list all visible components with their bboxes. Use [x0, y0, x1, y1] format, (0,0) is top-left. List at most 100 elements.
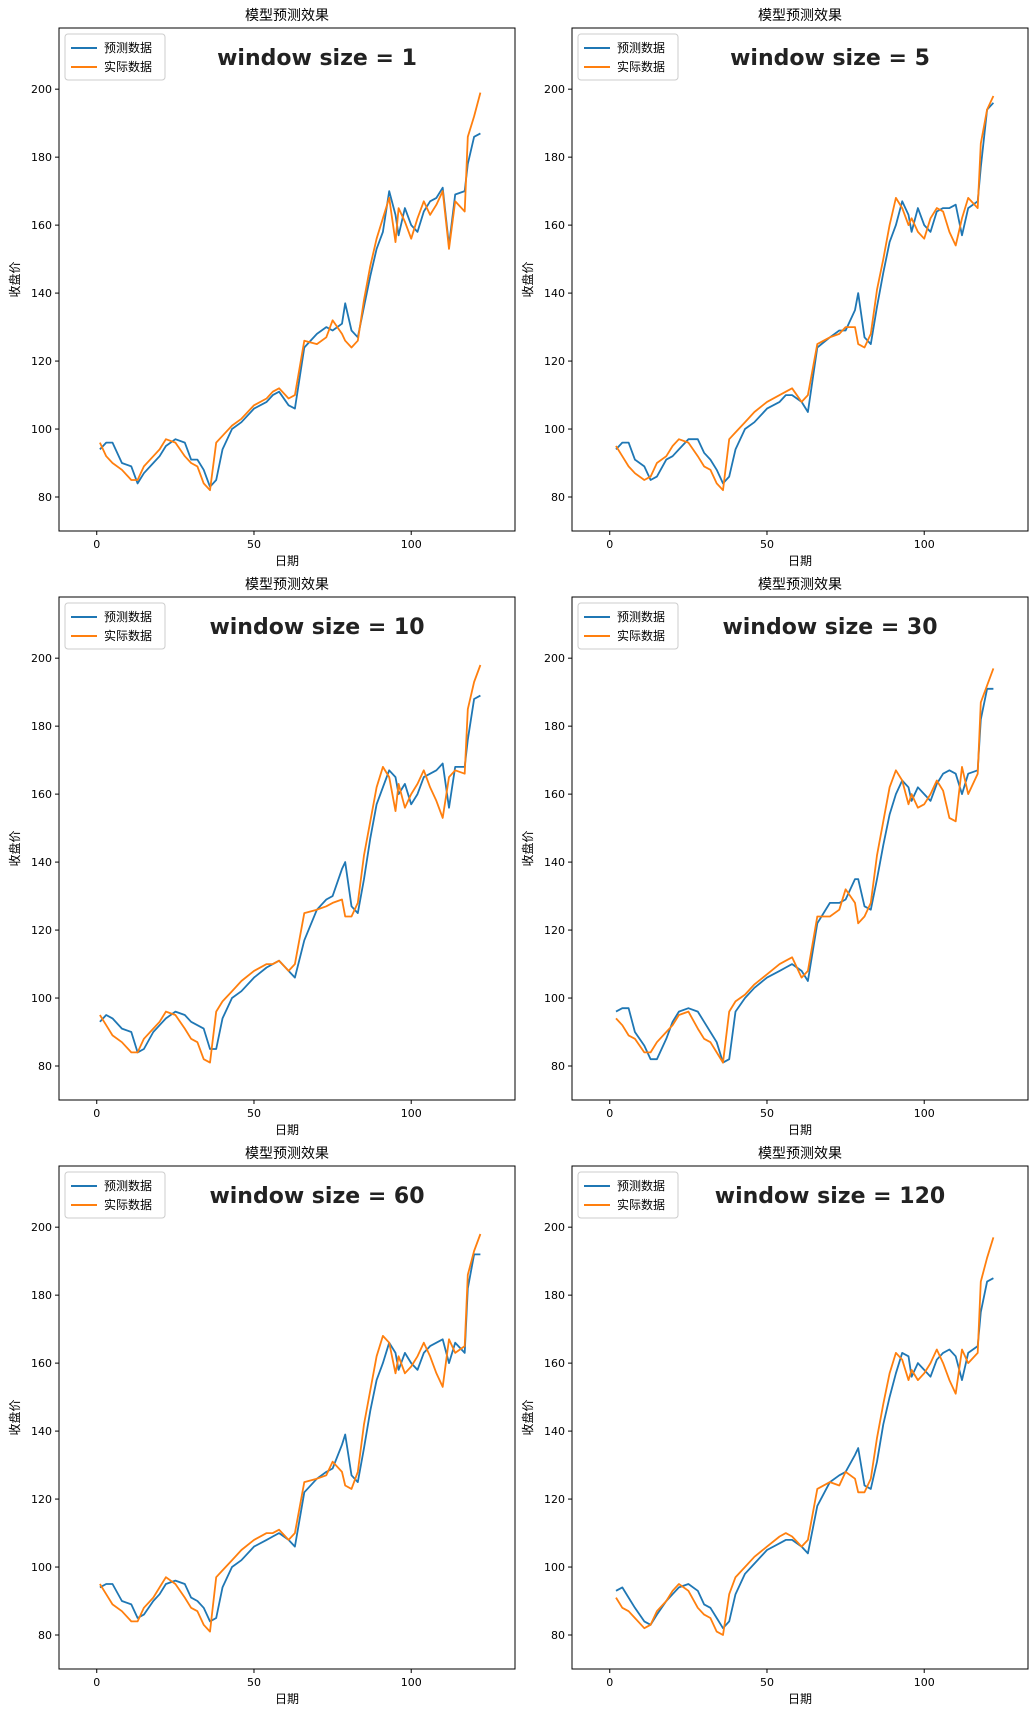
- x-tick-label: 0: [93, 538, 100, 551]
- y-axis-label: 收盘价: [520, 261, 535, 297]
- axes-frame: [58, 596, 516, 1101]
- series-line-predicted: [615, 687, 994, 1064]
- series-line-actual: [99, 1233, 482, 1633]
- y-tick-label: 100: [31, 1561, 52, 1574]
- y-tick-label: 140: [544, 856, 565, 869]
- y-tick-label: 160: [31, 1357, 52, 1370]
- y-tick-label: 120: [544, 355, 565, 368]
- series-line-predicted: [615, 102, 995, 485]
- y-tick-label: 140: [31, 287, 52, 300]
- legend-label: 预测数据: [104, 609, 152, 624]
- series-line-actual: [615, 668, 995, 1064]
- y-tick-label: 80: [38, 1060, 52, 1073]
- y-tick-label: 180: [31, 720, 52, 733]
- x-tick-label: 50: [247, 538, 261, 551]
- window-size-annotation: window size = 1: [217, 46, 417, 71]
- y-tick-label: 180: [544, 720, 565, 733]
- y-tick-label: 160: [31, 219, 52, 232]
- y-tick-label: 140: [544, 1425, 565, 1438]
- x-axis-label: 日期: [275, 554, 299, 568]
- legend-box: [64, 33, 166, 81]
- x-tick-label: 100: [914, 1107, 935, 1120]
- chart-panel-6: 模型预测效果 0 50 100 80 100 120 140 160 180 200 日期 收盘价 预测数…: [520, 1146, 1029, 1706]
- chart-panel-5: 模型预测效果 0 50 100 80 100 120 140 160 180 200 日期 收盘价 预测数…: [7, 1146, 516, 1706]
- axes-frame: [571, 27, 1029, 532]
- x-tick-label: 100: [401, 1676, 422, 1689]
- series-line-predicted: [99, 132, 481, 488]
- x-axis-label: 日期: [788, 1692, 812, 1706]
- window-size-annotation: window size = 120: [715, 1184, 945, 1209]
- y-tick-label: 200: [544, 1221, 565, 1234]
- y-tick-label: 80: [38, 1629, 52, 1642]
- y-tick-label: 80: [38, 491, 52, 504]
- chart-title: 模型预测效果: [758, 1146, 842, 1162]
- y-tick-label: 80: [551, 491, 565, 504]
- window-size-annotation: window size = 5: [730, 46, 930, 71]
- y-tick-label: 160: [544, 788, 565, 801]
- y-tick-label: 120: [544, 924, 565, 937]
- y-tick-label: 160: [31, 788, 52, 801]
- x-tick-label: 100: [914, 1676, 935, 1689]
- legend-label: 预测数据: [104, 40, 152, 55]
- y-tick-label: 140: [31, 1425, 52, 1438]
- series-line-actual: [99, 664, 482, 1064]
- x-tick-label: 0: [93, 1107, 100, 1120]
- axes-frame: [58, 1165, 516, 1670]
- series-line-predicted: [99, 1253, 481, 1623]
- y-tick-label: 160: [544, 219, 565, 232]
- y-tick-label: 160: [544, 1357, 565, 1370]
- chart-panel-4: 模型预测效果 0 50 100 80 100 120 140 160 180 200 日期 收盘价 预测数…: [520, 577, 1029, 1137]
- series-line-predicted: [99, 694, 481, 1054]
- window-size-annotation: window size = 10: [209, 615, 424, 640]
- y-tick-label: 180: [31, 1289, 52, 1302]
- series-line-actual: [615, 95, 995, 492]
- x-tick-label: 100: [401, 1107, 422, 1120]
- y-tick-label: 100: [31, 992, 52, 1005]
- chart-panel-3: 模型预测效果 0 50 100 80 100 120 140 160 180 200 日期 收盘价 预测数…: [7, 577, 516, 1137]
- x-axis-label: 日期: [788, 554, 812, 568]
- y-tick-label: 180: [544, 1289, 565, 1302]
- x-tick-label: 0: [606, 538, 613, 551]
- x-tick-label: 0: [606, 1676, 613, 1689]
- x-tick-label: 0: [93, 1676, 100, 1689]
- x-tick-label: 50: [760, 1676, 774, 1689]
- legend-box: [577, 33, 679, 81]
- legend-label: 预测数据: [617, 609, 665, 624]
- legend-label: 实际数据: [617, 1197, 665, 1212]
- x-axis-label: 日期: [275, 1123, 299, 1137]
- y-axis-label: 收盘价: [7, 261, 22, 297]
- chart-title: 模型预测效果: [758, 8, 842, 24]
- x-axis-label: 日期: [275, 1692, 299, 1706]
- legend-label: 实际数据: [104, 628, 152, 643]
- y-tick-label: 120: [31, 1493, 52, 1506]
- chart-panel-2: 模型预测效果 0 50 100 80 100 120 140 160 180 200 日期 收盘价 预测数…: [520, 8, 1029, 568]
- legend-box: [577, 602, 679, 650]
- chart-title: 模型预测效果: [245, 8, 329, 24]
- y-tick-label: 180: [544, 151, 565, 164]
- y-axis-label: 收盘价: [520, 830, 535, 866]
- legend-box: [64, 1171, 166, 1219]
- y-tick-label: 100: [31, 423, 52, 436]
- legend-label: 实际数据: [104, 59, 152, 74]
- y-tick-label: 200: [544, 83, 565, 96]
- legend-label: 预测数据: [617, 40, 665, 55]
- chart-title: 模型预测效果: [245, 577, 329, 593]
- y-tick-label: 120: [31, 924, 52, 937]
- y-tick-label: 200: [544, 652, 565, 665]
- series-line-predicted: [615, 1277, 994, 1630]
- x-tick-label: 50: [760, 1107, 774, 1120]
- x-axis-label: 日期: [788, 1123, 812, 1137]
- y-tick-label: 120: [544, 1493, 565, 1506]
- y-axis-label: 收盘价: [7, 830, 22, 866]
- y-tick-label: 80: [551, 1629, 565, 1642]
- series-line-actual: [99, 92, 482, 492]
- chart-title: 模型预测效果: [245, 1146, 329, 1162]
- y-tick-label: 180: [31, 151, 52, 164]
- x-tick-label: 50: [247, 1107, 261, 1120]
- axes-frame: [571, 1165, 1029, 1670]
